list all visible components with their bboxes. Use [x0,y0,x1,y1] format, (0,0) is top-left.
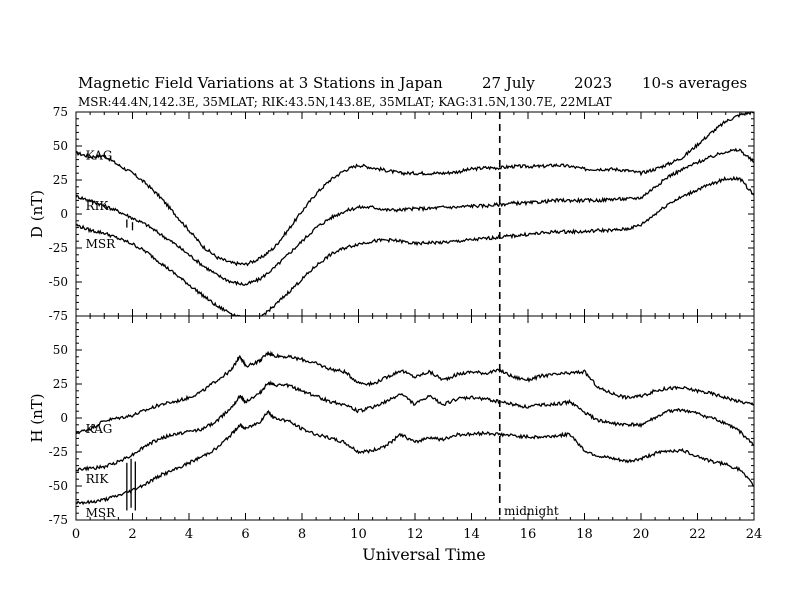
x-tick-label: 0 [72,527,80,542]
x-tick-label: 22 [689,527,706,542]
series-line-rik [75,147,755,287]
series-label-msr: MSR [86,506,117,520]
y-tick-label: -50 [49,479,68,493]
series-line-kag [75,111,755,267]
y-tick-label: 25 [53,377,68,391]
series-label-msr: MSR [86,237,117,251]
y-tick-label: -25 [49,241,68,255]
x-tick-label: 10 [350,527,367,542]
top-panel-frame [75,111,755,317]
y-tick-label: -25 [49,445,68,459]
x-tick-label: 4 [185,527,193,542]
top-panel-series: KAG RIK MSR [75,111,755,317]
bottom-panel-series: KAG RIK MSR [75,350,755,520]
midnight-label: midnight [504,504,559,518]
y-tick-label: 75 [53,105,68,119]
stations-line: MSR:44.4N,142.3E, 35MLAT; RIK:43.5N,143.… [78,95,612,109]
series-label-kag: KAG [86,149,113,163]
x-tick-label: 6 [241,527,249,542]
y-tick-label: 25 [53,173,68,187]
x-tick-label: 18 [576,527,593,542]
chart-year: 2023 [574,74,612,92]
y-tick-label: -75 [49,513,68,527]
bottom-y-axis-label: H (nT) [28,393,46,442]
series-label-rik: RIK [86,472,110,486]
chart-title: Magnetic Field Variations at 3 Stations … [78,74,443,92]
series-label-rik: RIK [86,199,110,213]
top-panel-ticks: -75 -50 -25 0 25 50 75 [49,105,755,323]
series-line-msr [75,175,755,317]
chart-date: 27 July [482,74,535,92]
x-tick-label: 12 [407,527,424,542]
y-tick-label: 0 [60,411,68,425]
x-tick-label: 8 [298,527,306,542]
top-y-axis-label: D (nT) [28,190,46,238]
x-tick-label: 24 [746,527,763,542]
y-tick-label: -75 [49,309,68,323]
x-tick-label: 20 [633,527,650,542]
series-line-rik [75,380,754,472]
x-tick-label: 2 [128,527,136,542]
series-label-kag: KAG [86,422,113,436]
y-tick-label: 50 [53,139,68,153]
series-line-msr [75,409,754,506]
bottom-panel-frame [75,315,755,521]
x-axis-label: Universal Time [362,545,485,564]
y-tick-label: -50 [49,275,68,289]
y-tick-label: 0 [60,207,68,221]
x-tick-label: 14 [463,527,480,542]
series-line-kag [75,350,755,435]
y-tick-label: 50 [53,343,68,357]
x-tick-label: 16 [520,527,537,542]
chart-averaging: 10-s averages [642,74,747,92]
